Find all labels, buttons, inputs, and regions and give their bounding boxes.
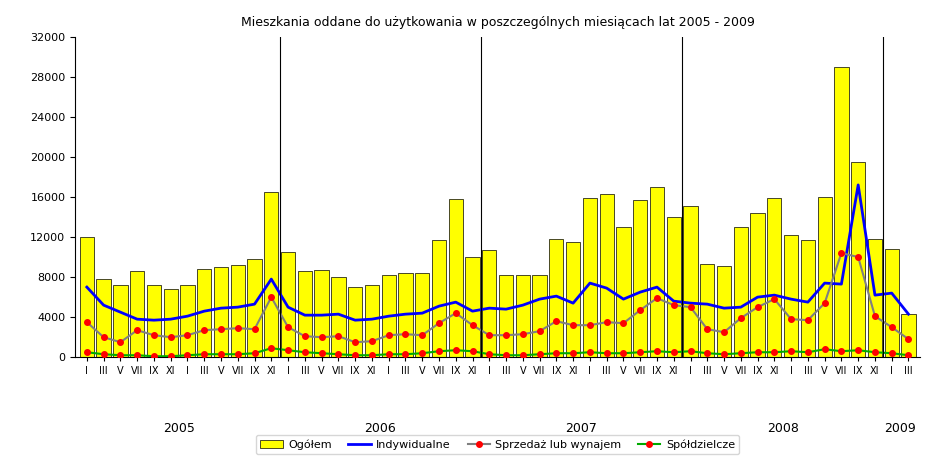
- Text: 2009: 2009: [885, 422, 916, 436]
- Bar: [298, 271, 312, 357]
- Bar: [146, 285, 162, 357]
- Bar: [231, 265, 245, 357]
- Bar: [667, 217, 681, 357]
- Legend: Ogółem, Indywidualne, Sprzedaż lub wynajem, Spółdzielcze: Ogółem, Indywidualne, Sprzedaż lub wynaj…: [256, 435, 739, 454]
- Bar: [767, 198, 781, 357]
- Bar: [583, 198, 597, 357]
- Bar: [130, 271, 145, 357]
- Bar: [733, 227, 748, 357]
- Bar: [901, 314, 916, 357]
- Bar: [516, 275, 530, 357]
- Bar: [398, 273, 412, 357]
- Bar: [633, 200, 647, 357]
- Bar: [432, 240, 446, 357]
- Bar: [684, 206, 698, 357]
- Bar: [549, 239, 563, 357]
- Bar: [566, 242, 580, 357]
- Bar: [449, 199, 463, 357]
- Bar: [616, 227, 631, 357]
- Bar: [834, 67, 849, 357]
- Title: Mieszkania oddane do użytkowania w poszczególnych miesiącach lat 2005 - 2009: Mieszkania oddane do użytkowania w poszc…: [240, 16, 755, 28]
- Bar: [264, 192, 279, 357]
- Bar: [868, 239, 882, 357]
- Bar: [214, 267, 228, 357]
- Bar: [381, 275, 396, 357]
- Text: 2005: 2005: [163, 422, 195, 436]
- Bar: [818, 197, 832, 357]
- Bar: [331, 277, 346, 357]
- Bar: [415, 273, 429, 357]
- Bar: [482, 250, 497, 357]
- Text: 2006: 2006: [364, 422, 396, 436]
- Bar: [532, 275, 546, 357]
- Bar: [315, 270, 329, 357]
- Bar: [716, 266, 731, 357]
- Bar: [700, 264, 715, 357]
- Bar: [599, 194, 614, 357]
- Bar: [885, 249, 899, 357]
- Bar: [114, 285, 128, 357]
- Bar: [180, 285, 194, 357]
- Bar: [364, 285, 379, 357]
- Bar: [247, 259, 262, 357]
- Bar: [466, 257, 480, 357]
- Bar: [499, 275, 514, 357]
- Bar: [163, 289, 177, 357]
- Bar: [281, 252, 295, 357]
- Text: 2007: 2007: [565, 422, 597, 436]
- Bar: [348, 287, 362, 357]
- Bar: [801, 240, 815, 357]
- Bar: [197, 269, 211, 357]
- Bar: [650, 187, 664, 357]
- Bar: [97, 279, 111, 357]
- Bar: [750, 213, 764, 357]
- Bar: [784, 235, 798, 357]
- Text: 2008: 2008: [767, 422, 799, 436]
- Bar: [851, 162, 866, 357]
- Bar: [80, 237, 94, 357]
